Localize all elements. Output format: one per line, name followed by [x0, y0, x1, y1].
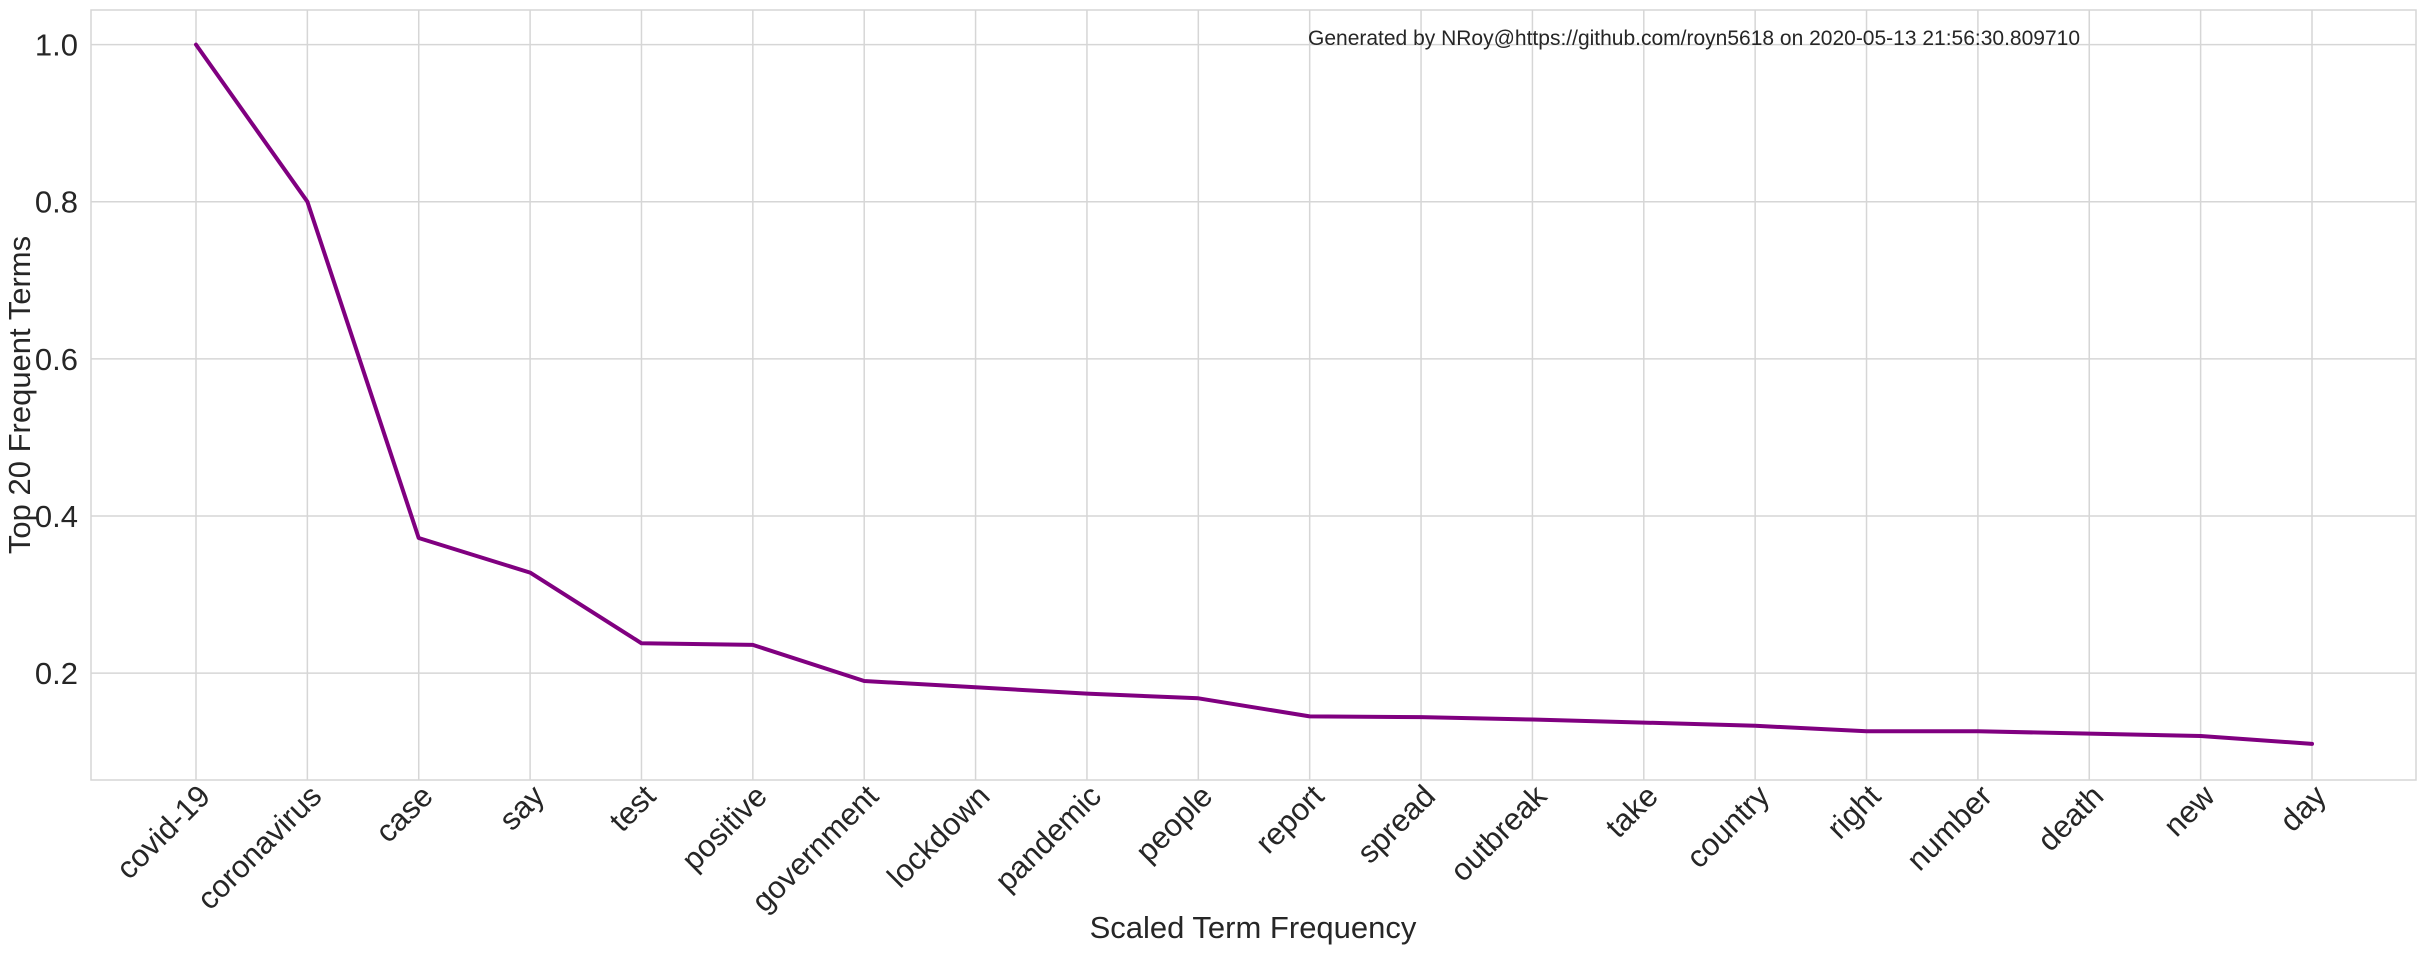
grid: [91, 10, 2416, 780]
x-tick-label: test: [602, 778, 662, 838]
series-line: [194, 42, 2314, 746]
x-axis-label: Scaled Term Frequency: [1090, 910, 1417, 945]
x-tick-label: positive: [675, 778, 774, 877]
x-tick-label: pandemic: [988, 778, 1108, 898]
x-tick-label: day: [2273, 778, 2333, 838]
x-tick-label: spread: [1350, 778, 1442, 870]
x-tick-label: lockdown: [880, 778, 996, 894]
x-tick-label: number: [1900, 778, 1999, 877]
x-tick-label: right: [1820, 778, 1888, 846]
y-axis-label: Top 20 Frequent Terms: [2, 236, 37, 554]
x-tick-label: say: [492, 778, 551, 837]
x-tick-label: outbreak: [1443, 778, 1553, 888]
x-tick-label: take: [1599, 778, 1665, 844]
y-tick-label: 0.4: [35, 499, 78, 534]
y-tick-label: 1.0: [35, 28, 78, 63]
x-tick-label: people: [1129, 778, 1220, 869]
y-tick-label: 0.2: [35, 656, 78, 691]
x-tick-label: new: [2157, 778, 2222, 843]
x-tick-label: case: [369, 778, 440, 849]
plot-frame: [90, 9, 2417, 781]
x-tick-label: covid-19: [109, 778, 217, 886]
x-tick-label: report: [1249, 778, 1331, 860]
y-tick-label: 0.6: [35, 342, 78, 377]
annotation-text: Generated by NRoy@https://github.com/roy…: [1308, 27, 2080, 50]
x-tick-label: death: [2031, 778, 2111, 858]
y-axis-ticks: 0.2 0.4 0.6 0.8 1.0: [35, 28, 78, 692]
x-tick-label: country: [1679, 778, 1776, 875]
y-tick-label: 0.8: [35, 185, 78, 220]
